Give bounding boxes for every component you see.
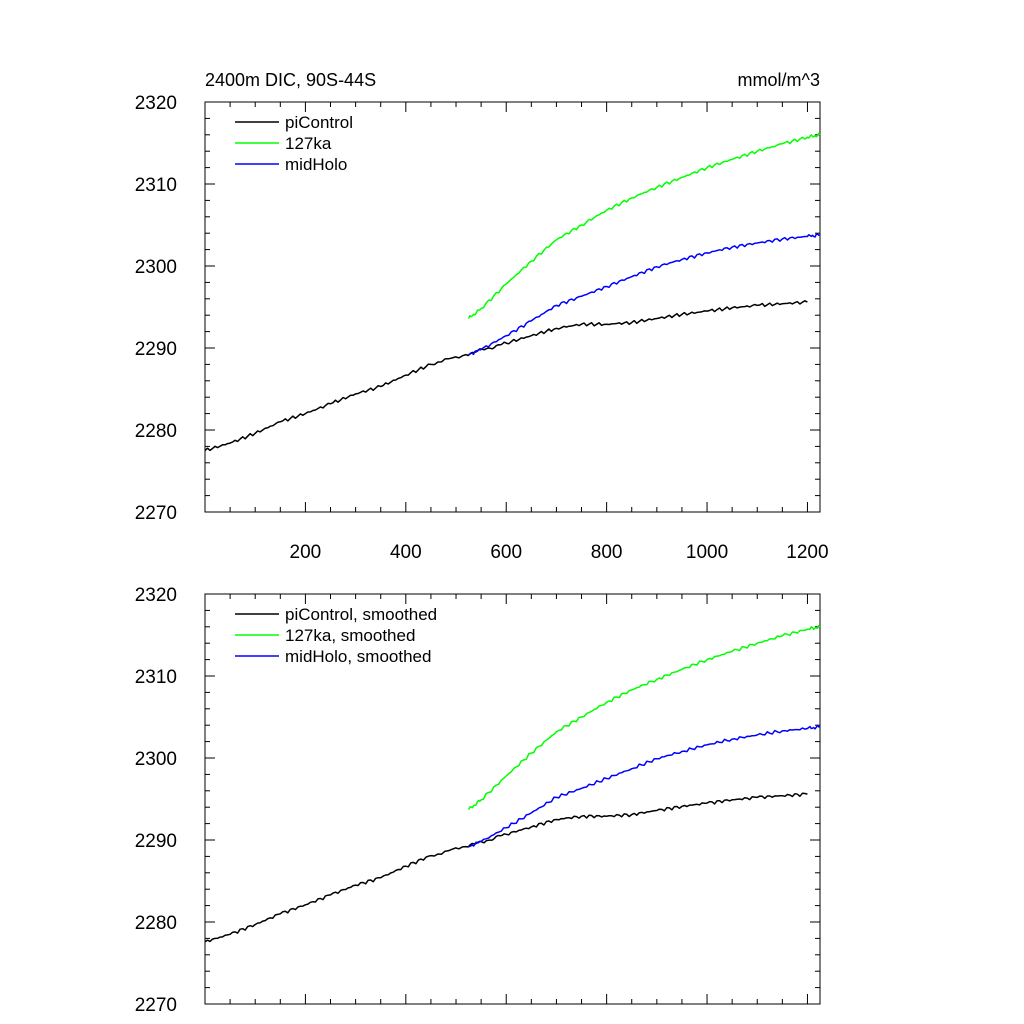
chart-title: 2400m DIC, 90S-44S: [205, 70, 376, 90]
x-tick-label: 600: [490, 542, 522, 563]
y-tick-label: 2290: [135, 339, 177, 360]
series-line-picontrol: [204, 300, 808, 452]
series-line-127ka: [467, 625, 821, 811]
legend-label: piControl, smoothed: [285, 605, 437, 624]
chart-panel-2: 2270 2280 2290 2300 2310 2320 piControl, smoot…: [135, 585, 821, 1016]
plot-frame: [204, 593, 821, 1005]
x-tick-label: 400: [390, 542, 422, 563]
legend-label: midHolo: [285, 155, 347, 174]
legend-label: 127ka, smoothed: [285, 626, 415, 645]
y-tick-label: 2310: [135, 667, 177, 688]
y-tick-label: 2280: [135, 913, 177, 934]
y-tick-label: 2320: [135, 93, 177, 114]
chart-panel-1: 2270 2280 2290 2300 2310 2320 200 400 600 800 1000…: [135, 70, 829, 563]
x-tick-label: 1000: [686, 542, 728, 563]
series-line-midholo: [468, 233, 821, 356]
legend-label: 127ka: [285, 134, 332, 153]
y-tick-label: 2270: [135, 503, 177, 524]
y-tick-label: 2280: [135, 421, 177, 442]
series-line-127ka: [467, 132, 821, 319]
plot-frame: [204, 101, 821, 513]
y-tick-label: 2310: [135, 175, 177, 196]
legend-label: piControl: [285, 113, 353, 132]
y-tick-label: 2270: [135, 995, 177, 1016]
x-tick-label: 800: [591, 542, 623, 563]
x-tick-label: 1200: [786, 542, 828, 563]
y-tick-label: 2300: [135, 749, 177, 770]
y-tick-label: 2320: [135, 585, 177, 606]
y-tick-label: 2290: [135, 831, 177, 852]
series-line-picontrol: [204, 792, 808, 943]
x-tick-label: 200: [290, 542, 322, 563]
legend-label: midHolo, smoothed: [285, 647, 431, 666]
units-label: mmol/m^3: [738, 70, 820, 90]
series-line-midholo: [468, 724, 821, 848]
y-tick-label: 2300: [135, 257, 177, 278]
